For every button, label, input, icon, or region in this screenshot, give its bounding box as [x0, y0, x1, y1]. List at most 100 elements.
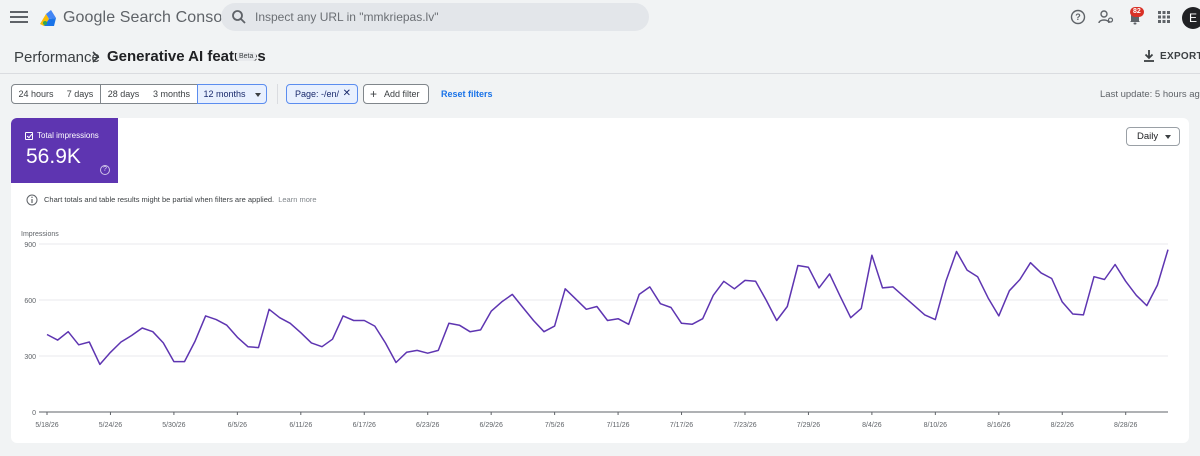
data-point — [649, 286, 651, 288]
range-12-months-label: 12 months — [203, 89, 246, 99]
data-point — [289, 322, 291, 324]
y-tick-label: 900 — [24, 242, 36, 249]
data-point — [712, 294, 714, 296]
data-point — [88, 341, 90, 343]
range-12-months[interactable]: 12 months — [197, 84, 267, 104]
x-tick-label: 7/29/26 — [797, 422, 820, 429]
data-point — [871, 254, 873, 256]
data-point — [374, 325, 376, 327]
data-point — [807, 266, 809, 268]
breadcrumb-performance[interactable]: Performance — [14, 49, 100, 66]
data-point — [945, 280, 947, 282]
y-tick-label: 300 — [24, 354, 36, 361]
data-point — [353, 319, 355, 321]
data-point — [1103, 278, 1105, 280]
data-point — [1029, 262, 1031, 264]
data-point — [194, 340, 196, 342]
x-tick-label: 5/18/26 — [35, 422, 58, 429]
checkbox-checked-icon[interactable] — [25, 132, 33, 140]
page-filter-label: Page: -/en/ — [295, 89, 340, 99]
data-point — [247, 346, 249, 348]
data-point — [226, 324, 228, 326]
range-24-hours[interactable]: 24 hours — [11, 84, 61, 104]
range-28-days[interactable]: 28 days — [101, 84, 147, 104]
search-console-logo — [40, 10, 56, 26]
data-point — [395, 361, 397, 363]
page-filter-chip[interactable]: Page: -/en/ ✕ — [286, 84, 358, 104]
x-tick-label: 6/17/26 — [353, 422, 376, 429]
range-7-days[interactable]: 7 days — [60, 84, 101, 104]
data-point — [300, 332, 302, 334]
performance-card: Total impressions 56.9K ? Daily Chart to… — [11, 118, 1189, 443]
data-point — [955, 250, 957, 252]
x-tick-label: 8/4/26 — [862, 422, 882, 429]
y-axis-label: Impressions — [21, 231, 59, 238]
data-point — [617, 318, 619, 320]
data-point — [204, 315, 206, 317]
account-avatar[interactable]: E — [1182, 7, 1200, 29]
data-point — [1146, 304, 1148, 306]
data-point — [966, 269, 968, 271]
data-point — [553, 325, 555, 327]
granularity-dropdown[interactable]: Daily — [1126, 127, 1180, 146]
close-icon[interactable]: ✕ — [342, 88, 351, 99]
data-point — [670, 306, 672, 308]
data-point — [564, 288, 566, 290]
x-tick-label: 5/30/26 — [162, 422, 185, 429]
data-point — [416, 349, 418, 351]
data-point — [881, 287, 883, 289]
help-icon[interactable]: ? — [1070, 9, 1086, 25]
apps-grid-icon[interactable] — [1156, 9, 1172, 25]
metric-value: 56.9K — [26, 145, 81, 168]
data-point — [427, 352, 429, 354]
data-point — [628, 323, 630, 325]
main-menu-button[interactable] — [10, 8, 28, 26]
last-update-text: Last update: 5 hours ago — [1100, 89, 1200, 100]
x-tick-label: 8/16/26 — [987, 422, 1010, 429]
data-point — [924, 314, 926, 316]
data-point — [342, 315, 344, 317]
data-point — [458, 324, 460, 326]
data-point — [268, 308, 270, 310]
data-point — [680, 322, 682, 324]
data-point — [691, 323, 693, 325]
manage-users-icon[interactable] — [1098, 9, 1114, 25]
data-point — [1125, 280, 1127, 282]
export-label: EXPORT — [1160, 51, 1200, 62]
data-point — [765, 299, 767, 301]
data-point — [437, 349, 439, 351]
reset-filters-button[interactable]: Reset filters — [441, 89, 493, 99]
data-point — [1040, 272, 1042, 274]
data-point — [490, 310, 492, 312]
learn-more-link[interactable]: Learn more — [278, 195, 317, 204]
range-3-months[interactable]: 3 months — [146, 84, 198, 104]
add-filter-button[interactable]: + Add filter — [363, 84, 429, 104]
search-input[interactable] — [255, 3, 635, 31]
impressions-line-chart: Impressions 900 600 300 0 5/18/26 5/24/26 5/30/… — [21, 231, 1169, 429]
x-tick-label: 7/17/26 — [670, 422, 693, 429]
data-point — [702, 318, 704, 320]
total-impressions-metric[interactable]: Total impressions 56.9K ? — [11, 118, 118, 183]
x-tick-label: 6/11/26 — [289, 422, 312, 429]
data-point — [173, 360, 175, 362]
data-point — [744, 279, 746, 281]
data-point — [363, 319, 365, 321]
data-point — [215, 318, 217, 320]
data-point — [754, 280, 756, 282]
data-point — [405, 351, 407, 353]
y-tick-label: 600 — [24, 298, 36, 305]
info-icon — [26, 194, 38, 206]
help-circle-icon[interactable]: ? — [100, 165, 110, 175]
data-point — [998, 315, 1000, 317]
data-point — [828, 273, 830, 275]
data-point — [321, 346, 323, 348]
granularity-label: Daily — [1137, 131, 1159, 142]
caret-down-icon — [1165, 135, 1171, 139]
impressions-series-line — [46, 249, 1169, 366]
url-inspection-search[interactable] — [221, 3, 649, 31]
data-point — [448, 322, 450, 324]
x-tick-label: 7/5/26 — [545, 422, 565, 429]
data-point — [606, 319, 608, 321]
data-point — [1135, 294, 1137, 296]
page-header: Performance Generative AI features Beta … — [0, 36, 1200, 74]
